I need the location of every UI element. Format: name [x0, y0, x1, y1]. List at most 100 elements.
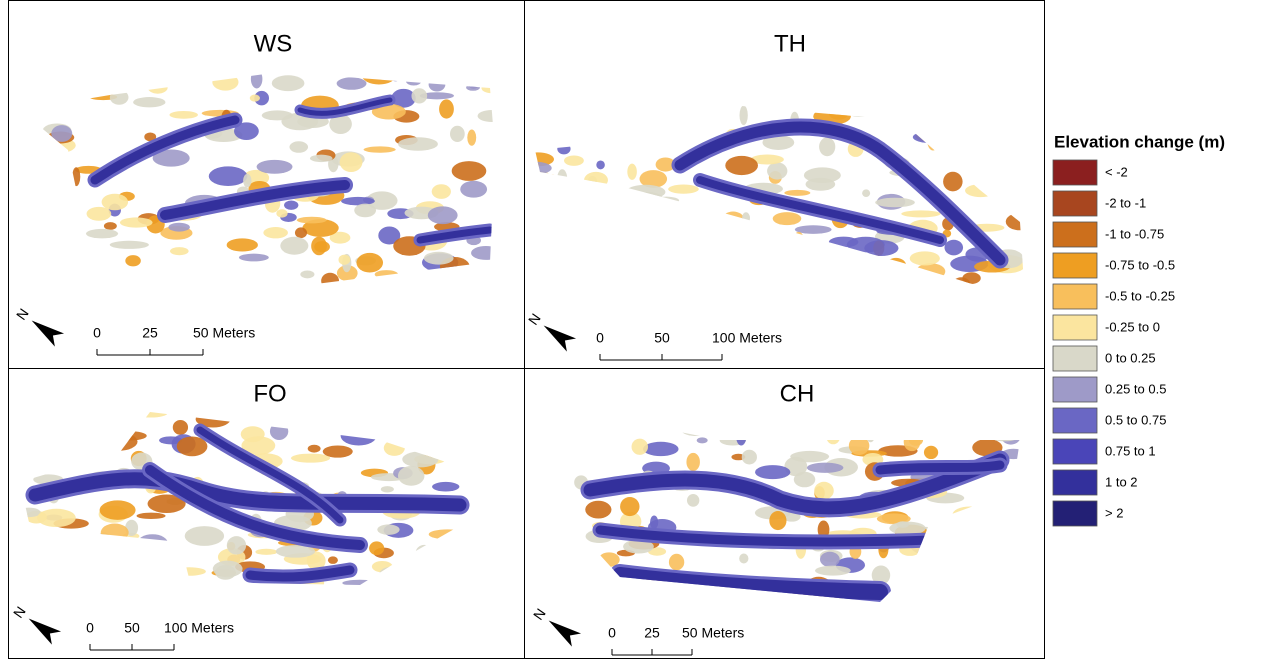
channel [196, 426, 344, 524]
map-patch [311, 236, 327, 256]
map-patch [596, 160, 605, 170]
map-patch [597, 215, 627, 223]
map-patch [618, 255, 657, 274]
north-label: N [10, 603, 29, 620]
map-patch [801, 275, 810, 296]
maps [20, 72, 1025, 602]
scale-label: 100 Meters [164, 620, 234, 636]
scale-label: 25 [644, 625, 660, 641]
map-patch [300, 270, 315, 279]
map-patch [374, 270, 399, 279]
map-patch [22, 419, 53, 432]
map-patch [133, 412, 168, 418]
map-patch [555, 209, 594, 216]
map-patch [697, 267, 706, 275]
legend-label: 0 to 0.25 [1105, 350, 1156, 365]
map-patch [903, 581, 932, 601]
map-patch [363, 146, 396, 153]
map-patch [535, 261, 572, 274]
map-patch [336, 77, 367, 90]
map-patch [306, 551, 326, 571]
map-patch [696, 437, 708, 444]
map-patch [864, 240, 899, 256]
map-patch [564, 155, 584, 166]
map-patch [289, 141, 309, 153]
map-patch [439, 72, 477, 81]
map-patch [100, 523, 129, 542]
map-patch [215, 565, 236, 580]
map-patch [784, 262, 823, 282]
map-patch [87, 443, 103, 453]
legend-label: -2 to -1 [1105, 195, 1146, 210]
panel-title: TH [774, 30, 806, 57]
legend-swatch [1052, 252, 1098, 279]
legend-swatch [1052, 469, 1098, 496]
map-patch [547, 181, 574, 197]
map-patch [86, 206, 112, 221]
map-patch [918, 123, 956, 135]
map-patch [238, 253, 269, 262]
map-patch [825, 420, 865, 428]
map-patch [486, 74, 495, 86]
map-patch [1008, 131, 1025, 150]
map-patch [419, 92, 454, 100]
map-patch [94, 543, 129, 552]
map-patch [572, 577, 585, 591]
legend-label: < -2 [1105, 164, 1128, 179]
map-patch [234, 122, 259, 141]
map-patch [378, 226, 401, 245]
map-patch [322, 416, 356, 426]
north-label: N [13, 305, 32, 322]
map-patch [383, 440, 405, 456]
map-patch [255, 548, 278, 555]
map-patch [379, 566, 408, 582]
map-patch [570, 112, 580, 127]
map-panel [20, 72, 495, 286]
north-label: N [530, 605, 549, 622]
map-patch [77, 240, 87, 260]
map-patch [643, 441, 679, 457]
map-patch [20, 507, 41, 518]
map-patch [428, 529, 467, 540]
map-patch [627, 163, 637, 180]
scale-label: 50 Meters [682, 625, 744, 641]
map-patch [108, 572, 129, 579]
map-patch [625, 184, 666, 200]
legend-label: -0.75 to -0.5 [1105, 257, 1175, 272]
map-patch [369, 541, 385, 556]
channel [674, 121, 1006, 266]
map-patch [423, 251, 454, 265]
map-patch [819, 551, 840, 568]
map-patch [78, 85, 91, 93]
legend-swatch [1052, 438, 1098, 465]
map-patch [122, 80, 133, 88]
map-patch [82, 549, 114, 568]
legend-title: Elevation change (m) [1054, 132, 1225, 151]
map-patch [243, 173, 252, 188]
map-patch [944, 239, 964, 256]
map-patch [759, 593, 780, 601]
map-patch [467, 129, 477, 146]
legend-swatch [1052, 500, 1098, 527]
map-patch [632, 117, 652, 134]
channel [90, 115, 240, 185]
scale-label: 0 [93, 325, 101, 341]
channel [612, 567, 888, 600]
map-patch [893, 585, 914, 602]
map-patch [81, 77, 106, 89]
map-patch [641, 218, 659, 239]
map-patch [793, 231, 805, 251]
legend-swatch [1052, 407, 1098, 434]
map-patch [792, 250, 817, 271]
arrow-head [543, 325, 577, 352]
map-patch [794, 225, 832, 234]
map-patch [535, 170, 552, 189]
map-patch [393, 560, 421, 580]
map-patch [389, 72, 402, 82]
map-patch [76, 572, 97, 585]
map-patch [708, 597, 724, 602]
map-patch [35, 444, 73, 453]
channel [28, 472, 467, 512]
map-patch [560, 544, 577, 565]
